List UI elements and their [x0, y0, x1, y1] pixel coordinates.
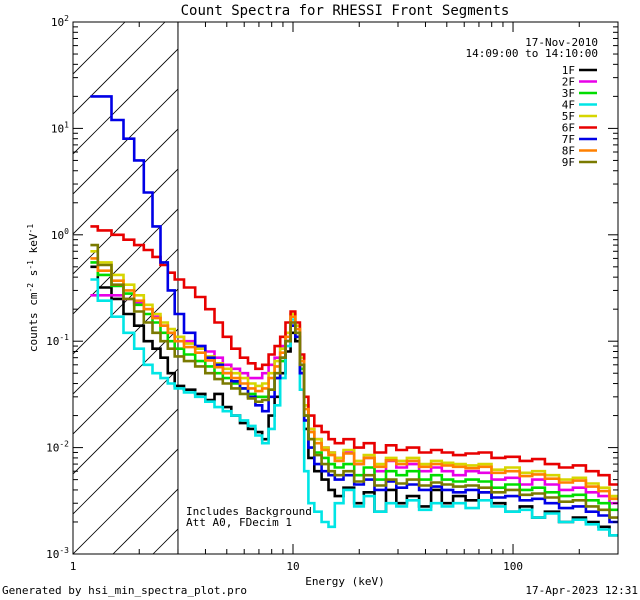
- date-text: 17-Nov-2010: [525, 36, 598, 49]
- hatch-line: [73, 22, 166, 115]
- hatch-line: [633, 22, 640, 554]
- y-tick-label: 100: [51, 227, 69, 242]
- hatch-line: [73, 288, 178, 395]
- legend-label-3F: 3F: [562, 87, 575, 100]
- series-group: [90, 95, 618, 537]
- legend-label-8F: 8F: [562, 145, 575, 158]
- legend-label-9F: 9F: [562, 156, 575, 169]
- hatch-line: [73, 408, 178, 515]
- y-tick-labels: 10-3 10-2 10-1 100 101 102: [46, 14, 69, 561]
- hatch-line: [73, 48, 178, 155]
- legend-label-1F: 1F: [562, 64, 575, 77]
- chart-title: Count Spectra for RHESSI Front Segments: [181, 3, 510, 19]
- series-7F: [90, 95, 618, 524]
- footer-timestamp: 17-Apr-2023 12:31: [525, 584, 638, 597]
- x-tick-label: 1: [70, 560, 77, 573]
- hatch-line: [73, 88, 178, 195]
- legend-label-2F: 2F: [562, 76, 575, 89]
- y-tick-label: 10-1: [46, 333, 69, 348]
- axis-ticks: [72, 21, 619, 555]
- series-9F: [90, 243, 618, 519]
- plot-frame: [72, 21, 619, 555]
- annotation-background: Includes Background: [186, 505, 312, 518]
- series-4F: [90, 278, 618, 537]
- time-text: 14:09:00 to 14:10:00: [466, 47, 598, 60]
- legend-label-4F: 4F: [562, 99, 575, 112]
- footer-generated-by: Generated by hsi_min_spectra_plot.pro: [2, 584, 247, 597]
- y-tick-label: 10-3: [46, 546, 69, 561]
- hatch-line: [73, 248, 178, 355]
- x-axis-label: Energy (keV): [305, 575, 384, 588]
- y-axis-label: counts cm-2 s-1 keV-1: [26, 224, 40, 352]
- series-8F: [90, 257, 618, 501]
- y-tick-label: 10-2: [46, 440, 69, 455]
- y-tick-label: 101: [51, 120, 69, 135]
- y-tick-label: 102: [51, 14, 69, 29]
- x-tick-label: 100: [503, 560, 523, 573]
- annotation-attenuator: Att A0, FDecim 1: [186, 516, 292, 529]
- hatch-line: [73, 448, 178, 554]
- x-tick-labels: 1 10 100: [70, 560, 523, 573]
- hatch-line: [73, 368, 178, 475]
- x-tick-label: 10: [286, 560, 299, 573]
- hatch-line: [73, 128, 178, 235]
- legend-label-7F: 7F: [562, 133, 575, 146]
- legend-label-5F: 5F: [562, 110, 575, 123]
- hatch-line: [73, 168, 178, 275]
- series-6F: [90, 225, 618, 486]
- legend-label-6F: 6F: [562, 122, 575, 135]
- hatch-line: [73, 208, 178, 315]
